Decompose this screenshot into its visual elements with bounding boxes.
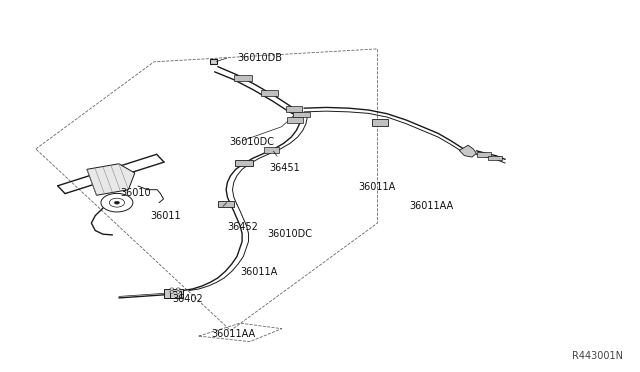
Text: R443001N: R443001N xyxy=(572,351,623,361)
Text: 36010DC: 36010DC xyxy=(229,137,275,147)
Circle shape xyxy=(176,288,180,290)
FancyBboxPatch shape xyxy=(218,201,234,207)
FancyBboxPatch shape xyxy=(264,147,279,153)
FancyBboxPatch shape xyxy=(209,59,217,64)
Text: 36011A: 36011A xyxy=(358,182,396,192)
FancyBboxPatch shape xyxy=(293,112,310,118)
FancyBboxPatch shape xyxy=(488,155,502,160)
Text: 36010DB: 36010DB xyxy=(237,53,282,63)
FancyBboxPatch shape xyxy=(372,119,388,126)
Text: 36011: 36011 xyxy=(151,211,181,221)
Polygon shape xyxy=(87,164,135,195)
FancyBboxPatch shape xyxy=(164,289,183,298)
Text: 36010DC: 36010DC xyxy=(268,229,312,239)
Text: 36011AA: 36011AA xyxy=(410,201,454,211)
Circle shape xyxy=(115,201,120,204)
FancyBboxPatch shape xyxy=(234,75,252,81)
FancyBboxPatch shape xyxy=(260,90,278,96)
Circle shape xyxy=(170,291,173,293)
Text: 36011AA: 36011AA xyxy=(211,329,255,339)
Text: 36010: 36010 xyxy=(121,188,152,198)
FancyBboxPatch shape xyxy=(285,106,302,112)
Text: 36011A: 36011A xyxy=(240,267,277,277)
FancyBboxPatch shape xyxy=(477,152,491,157)
FancyBboxPatch shape xyxy=(170,291,181,298)
Polygon shape xyxy=(460,145,476,157)
Text: 36452: 36452 xyxy=(227,222,259,232)
Circle shape xyxy=(176,291,180,293)
FancyBboxPatch shape xyxy=(235,160,253,166)
Text: 36451: 36451 xyxy=(269,163,300,173)
Circle shape xyxy=(170,288,173,290)
FancyBboxPatch shape xyxy=(287,118,303,123)
Text: 36402: 36402 xyxy=(172,294,203,304)
